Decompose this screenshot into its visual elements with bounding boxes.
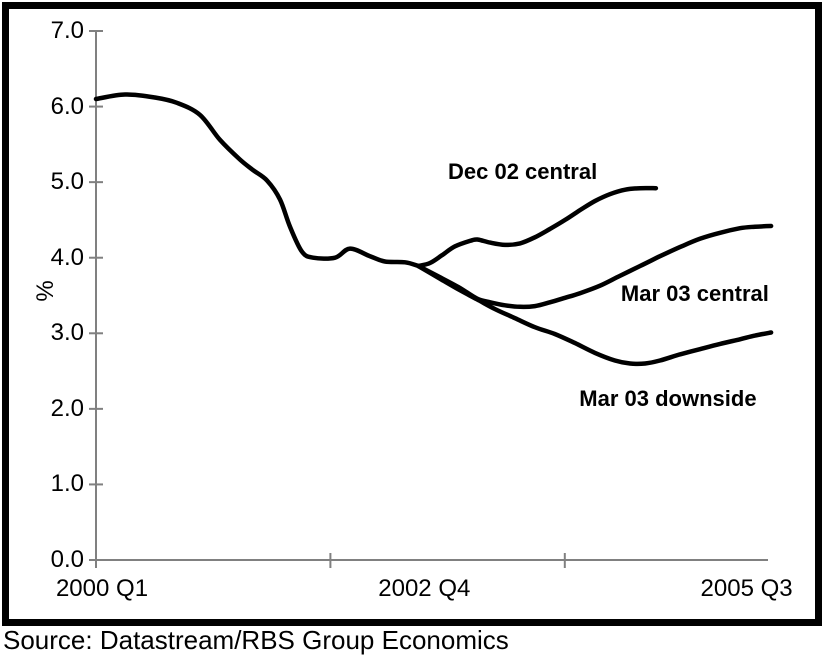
series-curve-history (93, 92, 421, 269)
series-label-dec-02-central: Dec 02 central (447, 159, 598, 185)
y-tick-label: 1.0 (50, 470, 84, 498)
y-tick-label: 3.0 (50, 319, 84, 347)
y-tick-label: 6.0 (50, 92, 84, 120)
series-curve-dec-02-central (416, 185, 659, 269)
x-tick-label-2000-q1: 2000 Q1 (55, 575, 149, 602)
source-caption: Source: Datastream/RBS Group Economics (3, 625, 509, 655)
y-tick-label: 0.0 (50, 546, 84, 573)
series-curve-mar-03-downside (416, 263, 774, 367)
series-label-mar-03-central: Mar 03 central (620, 280, 769, 306)
y-tick-label: 4.0 (50, 243, 84, 271)
x-tick-label-2005-q3: 2005 Q3 (700, 575, 793, 602)
chart-frame (2, 2, 822, 626)
series-label-mar-03-downside: Mar 03 downside (579, 386, 757, 412)
y-tick-label: 2.0 (50, 394, 84, 422)
y-tick-label: 7.0 (50, 17, 84, 44)
y-axis-title: % (32, 280, 59, 302)
y-tick-label: 5.0 (50, 168, 84, 196)
x-tick-label-2002-q4: 2002 Q4 (378, 575, 471, 602)
